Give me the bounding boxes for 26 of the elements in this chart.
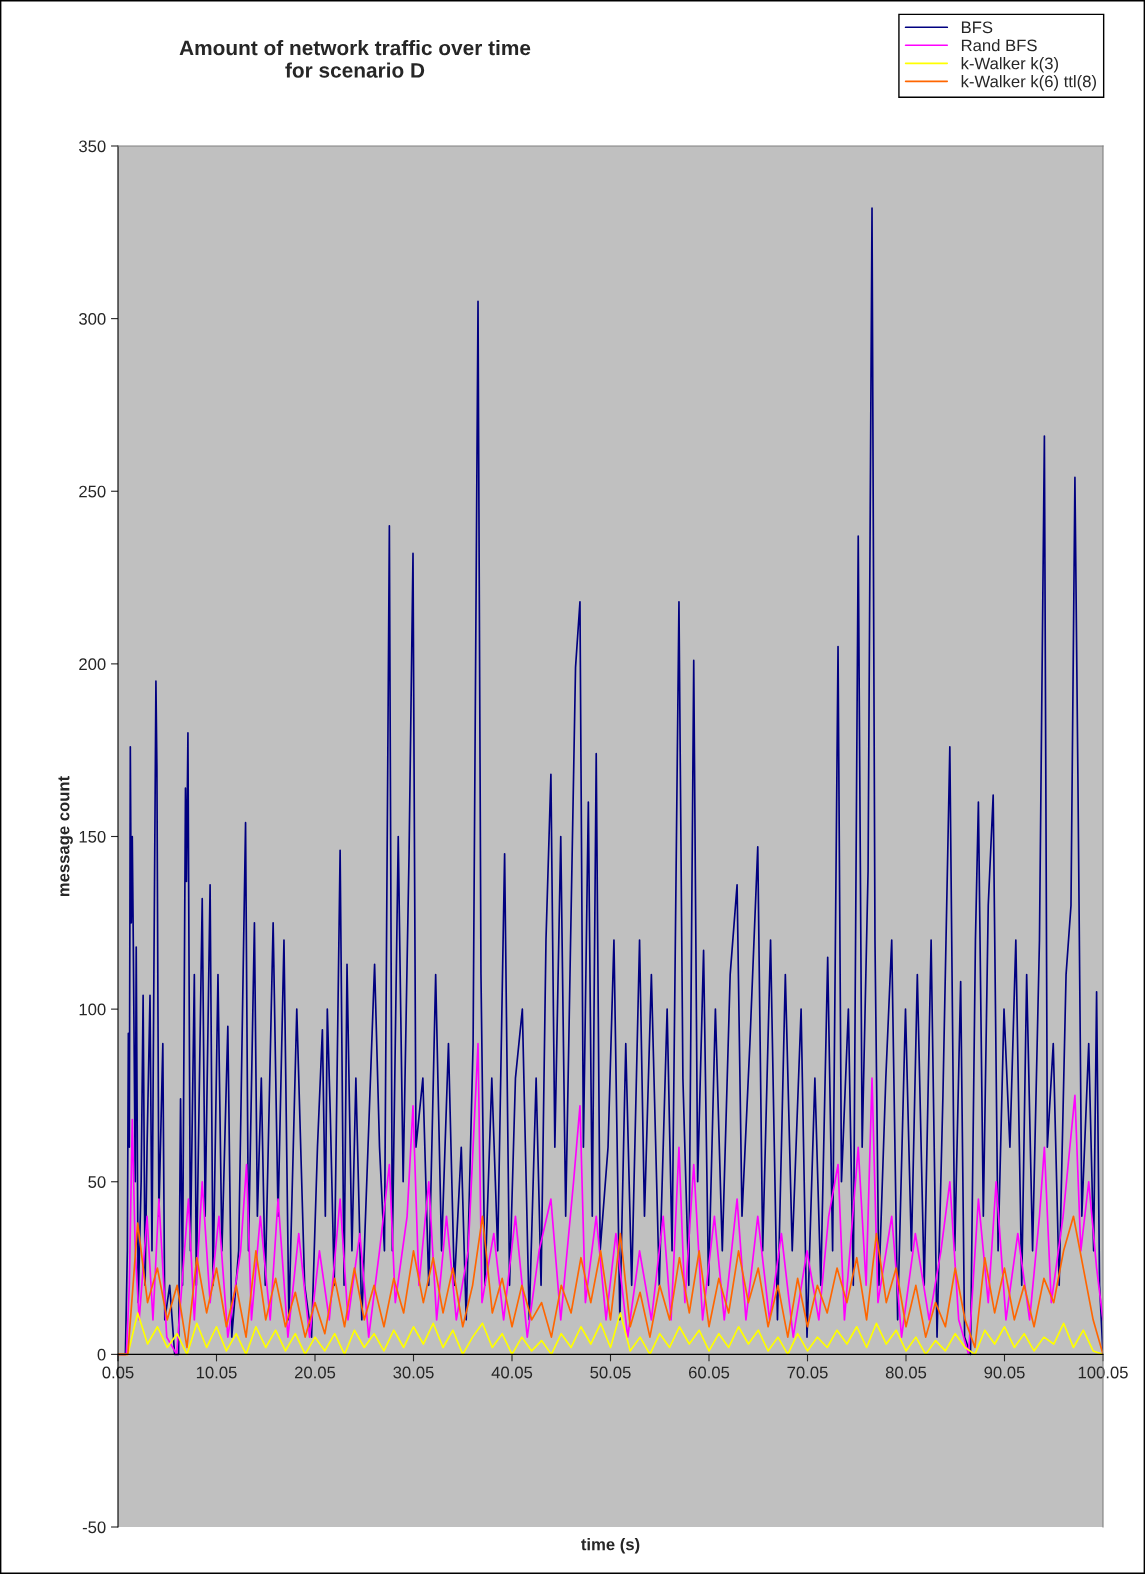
- x-tick-label: 60.05: [688, 1366, 730, 1379]
- x-tick-label: 30.05: [393, 1366, 434, 1379]
- y-tick-label: 200: [79, 658, 106, 671]
- x-tick-label: 100.05: [1078, 1366, 1128, 1379]
- y-tick-label: 150: [79, 830, 106, 843]
- y-tick-label: 300: [79, 313, 106, 325]
- y-tick-label: -50: [82, 1521, 106, 1534]
- y-tick-label: 250: [79, 485, 106, 498]
- y-tick-label: 0: [97, 1348, 106, 1361]
- chart-title: Amount of network traffic over time for scenario D: [179, 40, 531, 78]
- x-tick-label: 20.05: [294, 1366, 336, 1379]
- legend-label: k-Walker k(3): [961, 57, 1059, 73]
- y-tick-label: 350: [79, 140, 106, 153]
- x-tick-label: 10.05: [196, 1366, 237, 1379]
- x-tick-label: 50.05: [590, 1366, 631, 1379]
- legend-label: Rand BFS: [961, 39, 1037, 52]
- y-tick-label: 100: [79, 1003, 106, 1016]
- x-tick-label: 70.05: [787, 1366, 828, 1379]
- x-axis-title: time (s): [581, 1538, 640, 1554]
- y-axis-title: message count: [58, 776, 73, 897]
- legend-label: BFS: [961, 21, 993, 34]
- y-tick-label: 50: [88, 1176, 106, 1188]
- legend-label: k-Walker k(6) ttl(8): [961, 75, 1096, 91]
- x-tick-label: 40.05: [491, 1366, 533, 1379]
- x-tick-label: 80.05: [885, 1366, 927, 1379]
- x-tick-label: 90.05: [984, 1366, 1025, 1379]
